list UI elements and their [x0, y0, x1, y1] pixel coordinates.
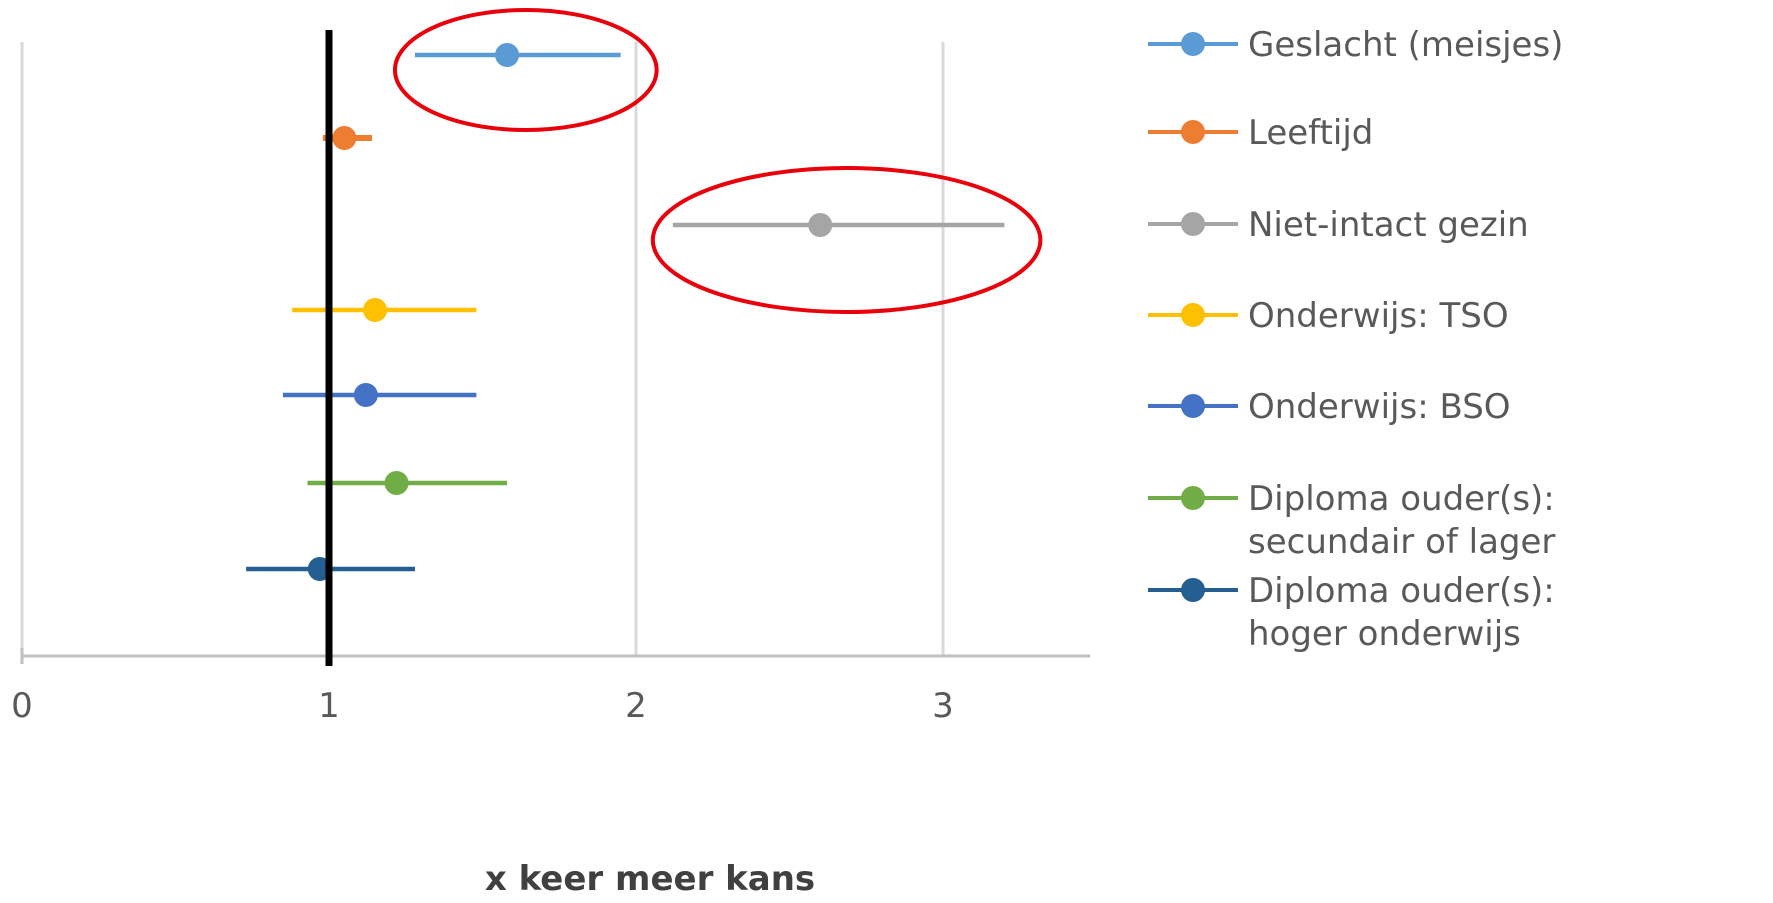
legend-marker: [1181, 578, 1205, 602]
legend-entry: Leeftijd: [1148, 113, 1373, 153]
legend-entry: Diploma ouder(s):hoger onderwijs: [1148, 571, 1555, 654]
grid-lines: [20, 42, 945, 656]
x-tick-labels: 0 1 2 3: [11, 686, 954, 726]
legend-label: Diploma ouder(s):: [1248, 479, 1555, 519]
series-1: [414, 43, 621, 67]
legend-entry: Geslacht (meisjes): [1148, 25, 1563, 65]
highlight-ellipse: [650, 166, 1043, 314]
series-4: [292, 298, 477, 322]
series-6: [307, 471, 508, 495]
legend-marker: [1181, 486, 1205, 510]
highlight-ellipses: [392, 8, 1043, 314]
point-estimate: [353, 383, 378, 407]
x-tick-label: 1: [318, 686, 340, 726]
legend-label: Niet-intact gezin: [1248, 205, 1529, 245]
point-estimate: [363, 298, 388, 322]
legend-entry: Onderwijs: TSO: [1148, 296, 1509, 336]
legend-marker: [1181, 394, 1205, 418]
x-tick-label: 0: [11, 686, 33, 726]
legend: Geslacht (meisjes) Leeftijd Niet-intact ge…: [1148, 25, 1563, 654]
legend-label: secundair of lager: [1248, 522, 1555, 562]
point-estimate: [332, 126, 357, 150]
highlight-ellipse: [392, 8, 659, 132]
legend-marker: [1181, 120, 1205, 144]
legend-entry: Diploma ouder(s):secundair of lager: [1148, 479, 1555, 562]
series-5: [282, 383, 477, 407]
point-estimate: [808, 213, 833, 237]
legend-entry: Niet-intact gezin: [1148, 205, 1529, 245]
legend-label: Leeftijd: [1248, 113, 1373, 153]
legend-label: Onderwijs: BSO: [1248, 387, 1511, 427]
legend-marker: [1181, 303, 1205, 327]
x-axis: [20, 648, 1090, 664]
legend-label: Onderwijs: TSO: [1248, 296, 1509, 336]
legend-entry: Onderwijs: BSO: [1148, 387, 1511, 427]
series-3: [672, 213, 1005, 237]
legend-marker: [1181, 32, 1205, 56]
legend-label: hoger onderwijs: [1248, 614, 1521, 654]
point-estimate: [495, 43, 520, 67]
x-tick-label: 3: [932, 686, 954, 726]
legend-label: Geslacht (meisjes): [1248, 25, 1563, 65]
x-axis-label: x keer meer kans: [485, 859, 815, 899]
x-tick-label: 2: [625, 686, 647, 726]
legend-marker: [1181, 212, 1205, 236]
legend-label: Diploma ouder(s):: [1248, 571, 1555, 611]
point-estimate: [384, 471, 409, 495]
